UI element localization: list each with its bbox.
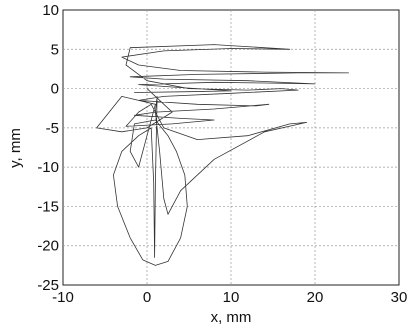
- y-tick-label: -20: [37, 238, 59, 255]
- trajectory-line: [96, 44, 350, 266]
- y-tick-labels: -25 -20 -15 -10 -5 0 5 10: [37, 2, 59, 294]
- y-tick-label: 0: [51, 81, 59, 98]
- y-axis-label: y, mm: [7, 128, 24, 168]
- y-tick-label: -5: [46, 120, 59, 137]
- y-tick-label: -25: [37, 277, 59, 294]
- x-tick-labels: -10 0 10 20 30: [52, 289, 407, 306]
- series-layer: [96, 44, 350, 266]
- y-tick-label: -10: [37, 159, 59, 176]
- x-tick-label: 20: [307, 289, 324, 306]
- grid: [63, 10, 399, 285]
- x-tick-label: 0: [143, 289, 151, 306]
- x-tick-label: -10: [52, 289, 74, 306]
- y-tick-label: 5: [51, 41, 59, 58]
- y-tick-label: -15: [37, 198, 59, 215]
- x-axis-label: x, mm: [211, 309, 252, 326]
- x-tick-label: 10: [223, 289, 240, 306]
- x-tick-label: 30: [391, 289, 408, 306]
- y-tick-label: 10: [42, 2, 59, 19]
